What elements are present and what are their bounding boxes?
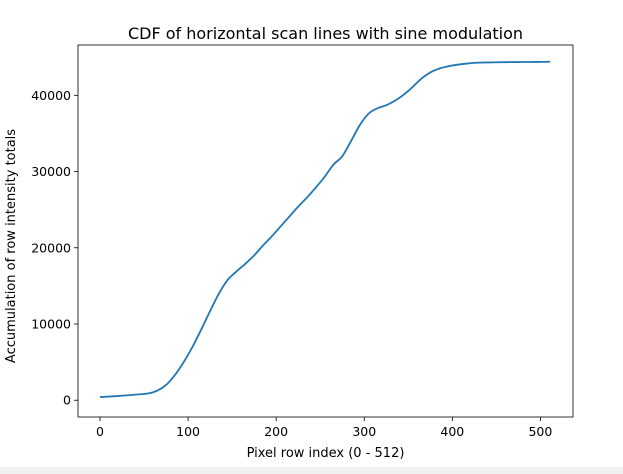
y-tick-label: 40000 bbox=[31, 88, 71, 103]
x-tick-label: 100 bbox=[176, 424, 200, 439]
x-axis: 0 100 200 300 400 500 bbox=[96, 417, 552, 439]
y-tick-label: 10000 bbox=[31, 317, 71, 332]
y-axis: 0 10000 20000 30000 40000 bbox=[31, 88, 78, 408]
x-tick-label: 300 bbox=[352, 424, 376, 439]
series-line bbox=[99, 60, 551, 398]
window-bottom-strip bbox=[0, 467, 623, 474]
y-tick-label: 20000 bbox=[31, 240, 71, 255]
y-tick-label: 30000 bbox=[31, 164, 71, 179]
x-axis-label: Pixel row index (0 - 512) bbox=[247, 446, 405, 461]
x-tick-label: 0 bbox=[96, 424, 104, 439]
x-tick-label: 400 bbox=[440, 424, 464, 439]
plot-area bbox=[78, 45, 573, 417]
y-tick-label: 0 bbox=[63, 393, 71, 408]
y-axis-label: Accumulation of row intensity totals bbox=[4, 129, 19, 363]
axes-frame bbox=[77, 44, 574, 418]
x-tick-label: 500 bbox=[528, 424, 552, 439]
chart-title: CDF of horizontal scan lines with sine m… bbox=[128, 24, 523, 43]
x-tick-label: 200 bbox=[264, 424, 288, 439]
